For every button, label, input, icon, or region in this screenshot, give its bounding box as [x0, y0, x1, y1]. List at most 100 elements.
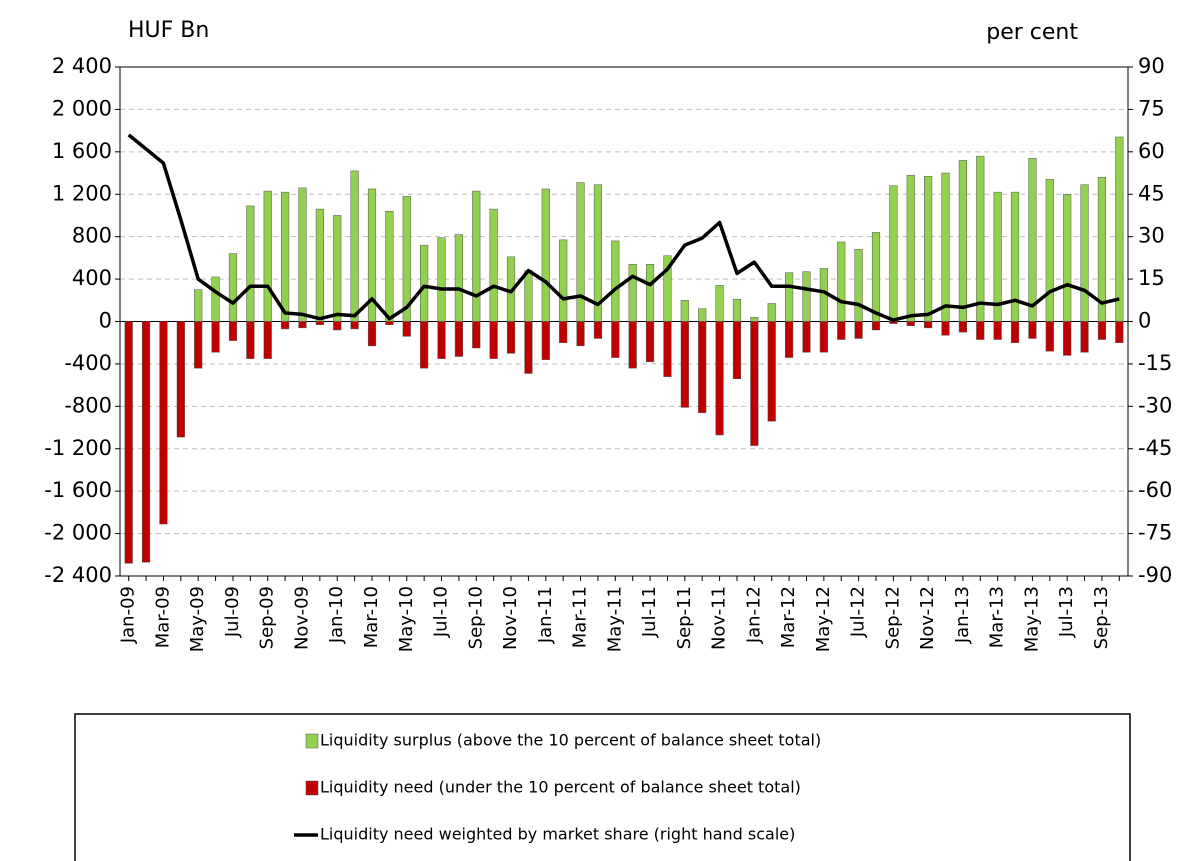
x-tick-label: Nov-09 — [291, 586, 312, 650]
bar — [1063, 321, 1072, 356]
bar — [367, 321, 377, 347]
y-tick-label: -800 — [64, 393, 112, 417]
bar — [785, 321, 794, 358]
legend-box — [74, 713, 1131, 861]
x-tick-label: Jul-13 — [1056, 586, 1077, 638]
y-tick-label: 2 000 — [52, 96, 112, 120]
bar — [454, 234, 463, 322]
bar — [732, 321, 742, 380]
bar — [750, 317, 759, 322]
bar — [871, 321, 881, 331]
bar — [524, 321, 533, 374]
bar — [576, 321, 585, 347]
x-tick-label: Sep-13 — [1091, 586, 1112, 649]
bar — [281, 321, 290, 330]
bar — [958, 321, 967, 333]
y-tick-label: 0 — [99, 309, 112, 333]
x-tick-label: Mar-09 — [152, 586, 173, 648]
bar — [941, 321, 950, 336]
bar — [315, 321, 324, 325]
bar — [176, 321, 185, 438]
bar — [1097, 321, 1107, 340]
bar — [385, 210, 394, 322]
bar — [993, 321, 1002, 340]
x-tick-label: Sep-12 — [882, 586, 903, 649]
y-axis-title: HUF Bn — [128, 18, 209, 43]
bar — [715, 285, 724, 322]
y2-tick-label: -15 — [1138, 351, 1172, 375]
bar — [524, 270, 533, 322]
bar — [228, 253, 238, 322]
bar — [350, 170, 359, 322]
bar — [663, 321, 672, 377]
bar — [871, 232, 881, 322]
x-tick-label: Mar-12 — [778, 586, 799, 648]
y2-axis-title: per cent — [986, 20, 1078, 45]
y-tick-label: -2 000 — [44, 521, 112, 545]
x-tick-label: Jul-11 — [639, 586, 660, 638]
bar — [750, 321, 759, 446]
bar — [802, 321, 811, 353]
bar — [732, 298, 742, 322]
bar — [263, 190, 272, 322]
y-tick-label: 1 200 — [52, 181, 112, 205]
bar — [454, 321, 463, 357]
bar — [420, 321, 429, 369]
x-tick-label: Nov-12 — [917, 586, 938, 650]
bar — [767, 303, 776, 322]
y2-tick-label: 45 — [1138, 181, 1165, 205]
bar — [767, 321, 776, 422]
bar — [489, 321, 498, 359]
bar — [1045, 179, 1054, 322]
x-tick-label: Jan-10 — [326, 586, 347, 644]
y2-tick-label: -75 — [1138, 521, 1172, 545]
y2-tick-label: 60 — [1138, 139, 1165, 163]
legend-label: Liquidity need (under the 10 percent of … — [320, 778, 801, 797]
x-tick-label: Jul-12 — [848, 586, 869, 638]
y2-tick-label: 90 — [1138, 54, 1165, 78]
legend-label: Liquidity surplus (above the 10 percent … — [320, 731, 821, 750]
x-tick-label: Jul-09 — [222, 586, 243, 638]
bar — [837, 241, 846, 322]
bar — [298, 321, 307, 329]
bar — [437, 237, 446, 322]
bar — [698, 321, 707, 413]
x-tick-label: May-09 — [187, 586, 208, 652]
bar — [819, 321, 828, 353]
y-tick-label: 400 — [72, 266, 112, 290]
bar — [645, 321, 655, 363]
bar — [1028, 157, 1037, 322]
bar — [298, 187, 307, 322]
x-tick-label: Mar-13 — [987, 586, 1008, 648]
bar — [402, 321, 411, 337]
bar — [924, 321, 933, 329]
bar — [211, 276, 220, 322]
bar — [680, 321, 689, 408]
bar — [263, 321, 272, 359]
x-tick-label: Sep-09 — [257, 586, 278, 649]
bar — [958, 160, 967, 322]
x-tick-label: Mar-10 — [361, 586, 382, 648]
bar — [559, 239, 568, 322]
bar — [1080, 321, 1089, 353]
bar — [802, 271, 811, 322]
bar — [854, 249, 863, 322]
bar — [489, 208, 498, 322]
bar — [628, 321, 637, 369]
bar — [611, 240, 620, 322]
x-tick-label: May-13 — [1021, 586, 1042, 652]
y-tick-label: 800 — [72, 224, 112, 248]
x-tick-label: May-11 — [604, 586, 625, 652]
bar — [420, 244, 429, 322]
y2-tick-label: -45 — [1138, 436, 1172, 460]
bar — [611, 321, 620, 358]
bar — [976, 155, 985, 322]
bar — [541, 188, 550, 322]
y2-tick-label: -60 — [1138, 478, 1172, 502]
bar — [506, 321, 516, 354]
x-tick-label: Jan-09 — [118, 586, 139, 644]
bar — [1115, 321, 1124, 343]
y-tick-label: 1 600 — [52, 139, 112, 163]
bar — [906, 174, 915, 322]
bar — [976, 321, 985, 340]
